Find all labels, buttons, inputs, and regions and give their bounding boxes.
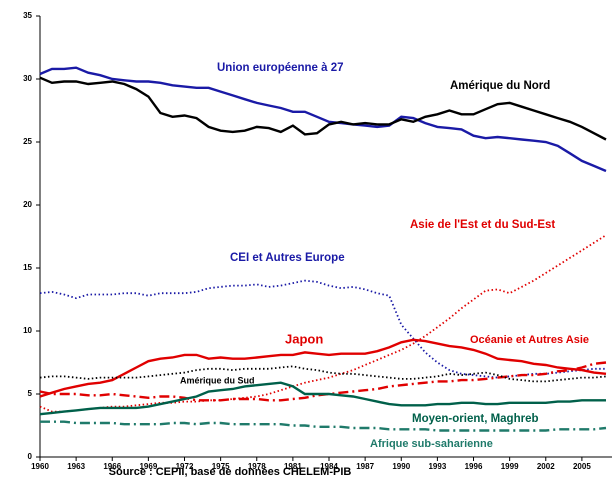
- x-tick-label: 2002: [537, 462, 555, 471]
- series-label: Amérique du Nord: [450, 80, 550, 92]
- source: Source : CEPII, base de données CHELEM-P…: [109, 466, 352, 478]
- series-label: Asie de l'Est et du Sud-Est: [410, 219, 555, 231]
- series-line: [40, 420, 607, 432]
- x-tick-label: 1975: [212, 462, 230, 471]
- x-tick-label: 1984: [320, 462, 338, 471]
- x-tick-label: 1999: [501, 462, 519, 471]
- series-label: Afrique sub-saharienne: [370, 438, 493, 450]
- y-tick-label: 15: [23, 263, 32, 272]
- series-label: Union européenne à 27: [217, 62, 344, 74]
- series-line: [39, 234, 607, 413]
- x-tick-label: 1960: [31, 462, 49, 471]
- y-tick-label: 5: [28, 389, 33, 398]
- y-tick-label: 35: [23, 11, 32, 20]
- series-line: [39, 381, 606, 416]
- series-line: [39, 338, 607, 398]
- y-tick-label: 30: [23, 74, 32, 83]
- x-tick-label: 1990: [392, 462, 410, 471]
- series-label: Japon: [285, 331, 323, 346]
- x-tick-label: 1987: [356, 462, 374, 471]
- series-line: [39, 76, 607, 141]
- series-label: Amérique du Sud: [180, 375, 255, 385]
- x-tick-label: 1996: [465, 462, 483, 471]
- series-label: Océanie et Autres Asie: [470, 334, 589, 346]
- series-line: [39, 365, 607, 383]
- x-tick-label: 1972: [176, 462, 194, 471]
- x-tick-label: 1978: [248, 462, 266, 471]
- x-tick-label: 1966: [103, 462, 121, 471]
- series-line: [39, 279, 606, 379]
- x-tick-label: 1981: [284, 462, 302, 471]
- x-tick-label: 1969: [139, 462, 157, 471]
- series-label: Moyen-orient, Maghreb: [412, 413, 539, 425]
- y-tick-label: 0: [28, 452, 33, 461]
- y-tick-label: 20: [23, 200, 32, 209]
- x-tick-label: 2005: [573, 462, 591, 471]
- y-tick-label: 10: [23, 326, 32, 335]
- series-label: CEI et Autres Europe: [230, 252, 345, 264]
- x-tick-label: 1993: [428, 462, 446, 471]
- x-tick-label: 1963: [67, 462, 85, 471]
- series-line: [39, 66, 607, 173]
- y-tick-label: 25: [23, 137, 32, 146]
